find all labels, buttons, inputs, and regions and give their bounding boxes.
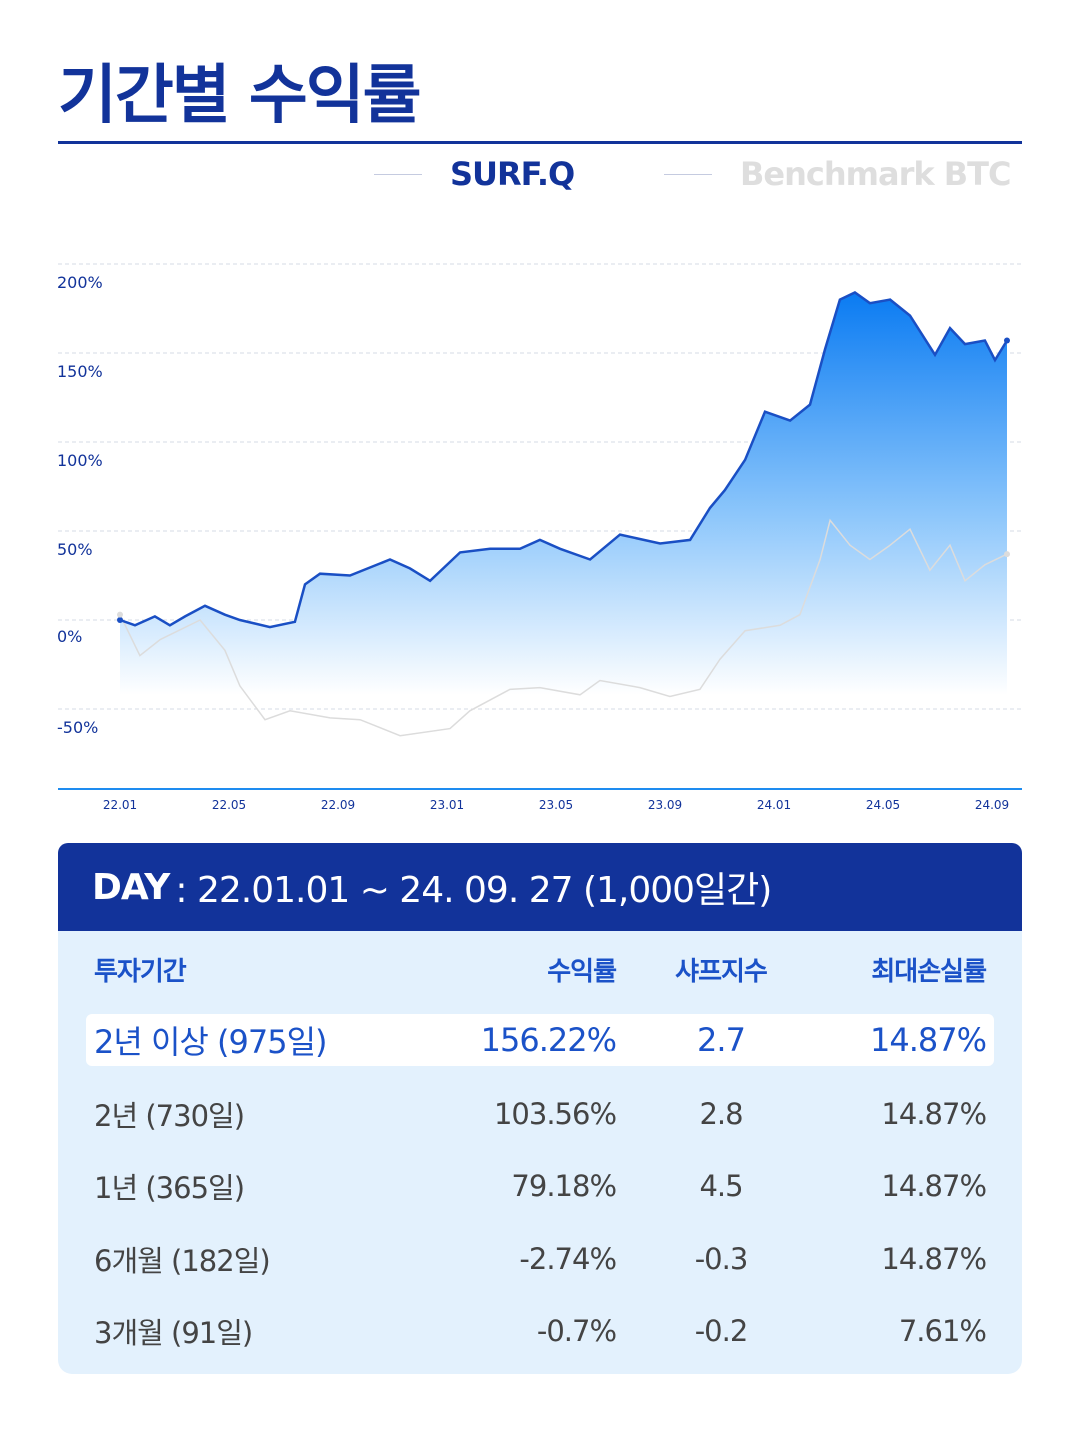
legend-line — [374, 173, 422, 175]
surfq-area — [120, 292, 1007, 695]
x-tick-label: 24.09 — [975, 798, 1009, 812]
day-range: : 22.01.01 ~ 24. 09. 27 (1,000일간) — [175, 870, 772, 911]
legend-label: Benchmark BTC — [740, 155, 1011, 193]
y-tick-label: -50% — [57, 718, 98, 737]
legend-label: SURF.Q — [450, 155, 575, 193]
cell-return: -2.74% — [519, 1242, 617, 1276]
cell-mdd: 14.87% — [881, 1169, 987, 1203]
y-tick-label: 50% — [57, 540, 93, 559]
table-row: 1년 (365일) 79.18% 4.5 14.87% — [86, 1160, 994, 1212]
surfq-endpoint — [117, 617, 123, 623]
x-tick-label: 23.05 — [539, 798, 573, 812]
y-tick-label: 0% — [57, 627, 82, 646]
y-tick-label: 150% — [57, 362, 103, 381]
table-row: 2년 (730일) 103.56% 2.8 14.87% — [86, 1088, 994, 1140]
cell-return: 156.22% — [480, 1021, 617, 1059]
table-row: 3개월 (91일) -0.7% -0.2 7.61% — [86, 1305, 994, 1357]
x-tick-label: 22.01 — [103, 798, 137, 812]
benchmark-endpoint — [117, 611, 123, 618]
x-tick-label: 23.01 — [430, 798, 464, 812]
cell-return: -0.7% — [536, 1314, 617, 1348]
cell-sharpe: -0.3 — [694, 1242, 749, 1276]
table-header: 투자기간 수익률 샤프지수 최대손실률 — [86, 943, 994, 995]
y-tick-label: 200% — [57, 273, 103, 292]
x-tick-label: 22.09 — [321, 798, 355, 812]
table-row: 6개월 (182일) -2.74% -0.3 14.87% — [86, 1233, 994, 1285]
x-tick-label: 22.05 — [212, 798, 246, 812]
cell-period: 1년 (365일) — [94, 1171, 245, 1205]
legend-line — [664, 173, 712, 175]
cell-mdd: 7.61% — [898, 1314, 987, 1348]
cell-mdd: 14.87% — [881, 1097, 987, 1131]
cell-sharpe: 2.7 — [697, 1021, 746, 1059]
divider — [58, 141, 1022, 144]
legend-benchmark[interactable]: Benchmark BTC — [664, 152, 1011, 196]
returns-table: 투자기간 수익률 샤프지수 최대손실률 2년 이상 (975일) 156.22% 2… — [58, 931, 1022, 1374]
col-return: 수익률 — [547, 956, 617, 987]
cell-mdd: 14.87% — [881, 1242, 987, 1276]
cell-return: 103.56% — [493, 1097, 617, 1131]
legend-surfq[interactable]: SURF.Q — [374, 152, 575, 196]
benchmark-line — [119, 518, 1008, 737]
col-mdd: 최대손실률 — [871, 956, 987, 987]
cell-mdd: 14.87% — [869, 1021, 987, 1059]
surfq-endpoint — [1003, 337, 1010, 344]
cell-return: 79.18% — [511, 1169, 617, 1203]
day-label: DAY — [92, 866, 170, 908]
col-period: 투자기간 — [94, 956, 187, 987]
cell-period: 3개월 (91일) — [94, 1316, 253, 1350]
x-tick-label: 24.01 — [757, 798, 791, 812]
returns-chart: 200% 150% 100% 50% 0% -50% 22.01 22.05 22.09 23.0… — [57, 263, 1022, 812]
cell-sharpe: 2.8 — [699, 1097, 743, 1131]
x-tick-label: 24.05 — [866, 798, 900, 812]
y-tick-label: 100% — [57, 451, 103, 470]
page-title: 기간별 수익률 — [58, 59, 422, 133]
period-header: DAY: 22.01.01 ~ 24. 09. 27 (1,000일간) — [58, 843, 1022, 931]
cell-sharpe: -0.2 — [694, 1314, 749, 1348]
cell-period: 6개월 (182일) — [94, 1244, 271, 1278]
cell-sharpe: 4.5 — [699, 1169, 743, 1203]
surfq-line — [119, 291, 1009, 629]
benchmark-endpoint — [1003, 551, 1010, 558]
table-row: 2년 이상 (975일) 156.22% 2.7 14.87% — [86, 1014, 994, 1066]
x-tick-label: 23.09 — [648, 798, 682, 812]
cell-period: 2년 (730일) — [94, 1099, 245, 1133]
col-sharpe: 샤프지수 — [675, 956, 768, 987]
cell-period: 2년 이상 (975일) — [94, 1023, 328, 1061]
